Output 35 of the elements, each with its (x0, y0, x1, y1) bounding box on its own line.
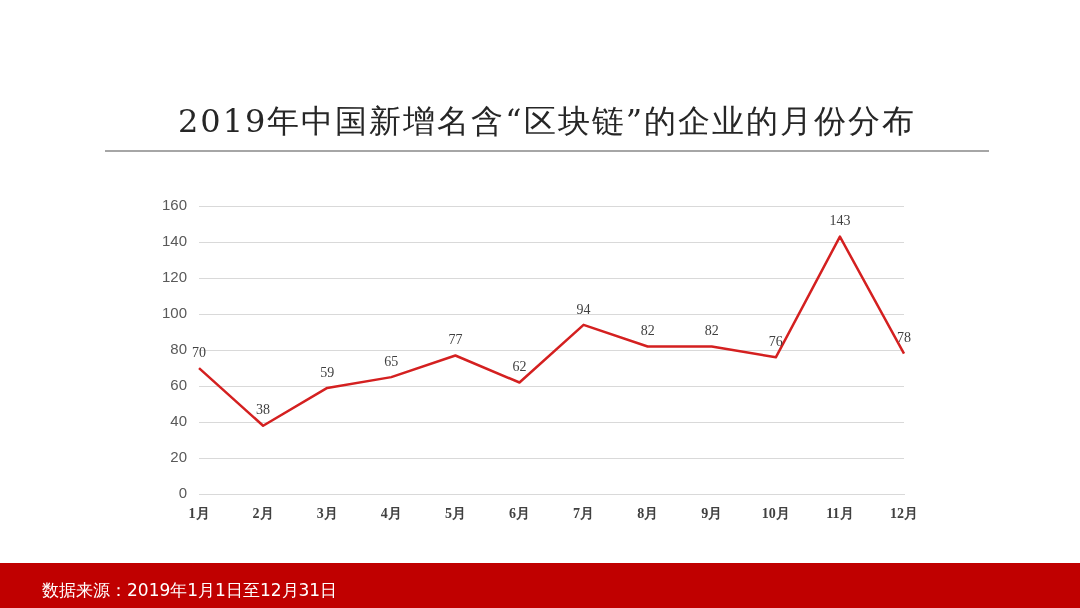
chart-title: 2019年中国新增名含“区块链”的企业的月份分布 (105, 100, 989, 152)
y-tick-label: 140 (162, 232, 188, 250)
x-tick-label: 1月 (188, 506, 210, 522)
x-tick-label: 4月 (380, 506, 402, 522)
data-label: 77 (448, 332, 463, 348)
x-tick-label: 12月 (890, 506, 918, 522)
data-label: 94 (576, 301, 591, 317)
y-tick-label: 60 (170, 376, 188, 394)
x-tick-label: 7月 (573, 506, 595, 522)
x-tick-label: 9月 (701, 506, 723, 522)
data-label: 38 (256, 402, 271, 418)
data-label: 70 (192, 344, 207, 360)
y-tick-label: 20 (170, 448, 188, 466)
x-tick-label: 8月 (637, 506, 659, 522)
data-label: 65 (384, 353, 399, 369)
data-label: 143 (829, 213, 851, 229)
data-label: 59 (320, 364, 335, 380)
x-tick-label: 5月 (444, 506, 466, 522)
y-tick-label: 80 (170, 340, 188, 358)
data-label: 62 (512, 359, 527, 375)
data-label: 76 (768, 333, 783, 349)
y-tick-label: 120 (162, 268, 188, 286)
y-tick-label: 160 (162, 196, 188, 214)
y-tick-label: 100 (162, 304, 188, 322)
y-tick-label: 40 (170, 412, 188, 430)
x-tick-label: 3月 (316, 506, 338, 522)
source-note: 数据来源：2019年1月1日至12月31日 (42, 579, 338, 602)
data-label: 82 (640, 323, 655, 339)
x-tick-label: 2月 (252, 506, 274, 522)
x-tick-label: 6月 (508, 506, 530, 522)
data-label: 82 (704, 323, 719, 339)
data-label: 78 (897, 330, 911, 346)
x-tick-label: 10月 (761, 506, 790, 522)
y-tick-label: 0 (178, 484, 188, 502)
x-tick-label: 11月 (826, 506, 854, 522)
